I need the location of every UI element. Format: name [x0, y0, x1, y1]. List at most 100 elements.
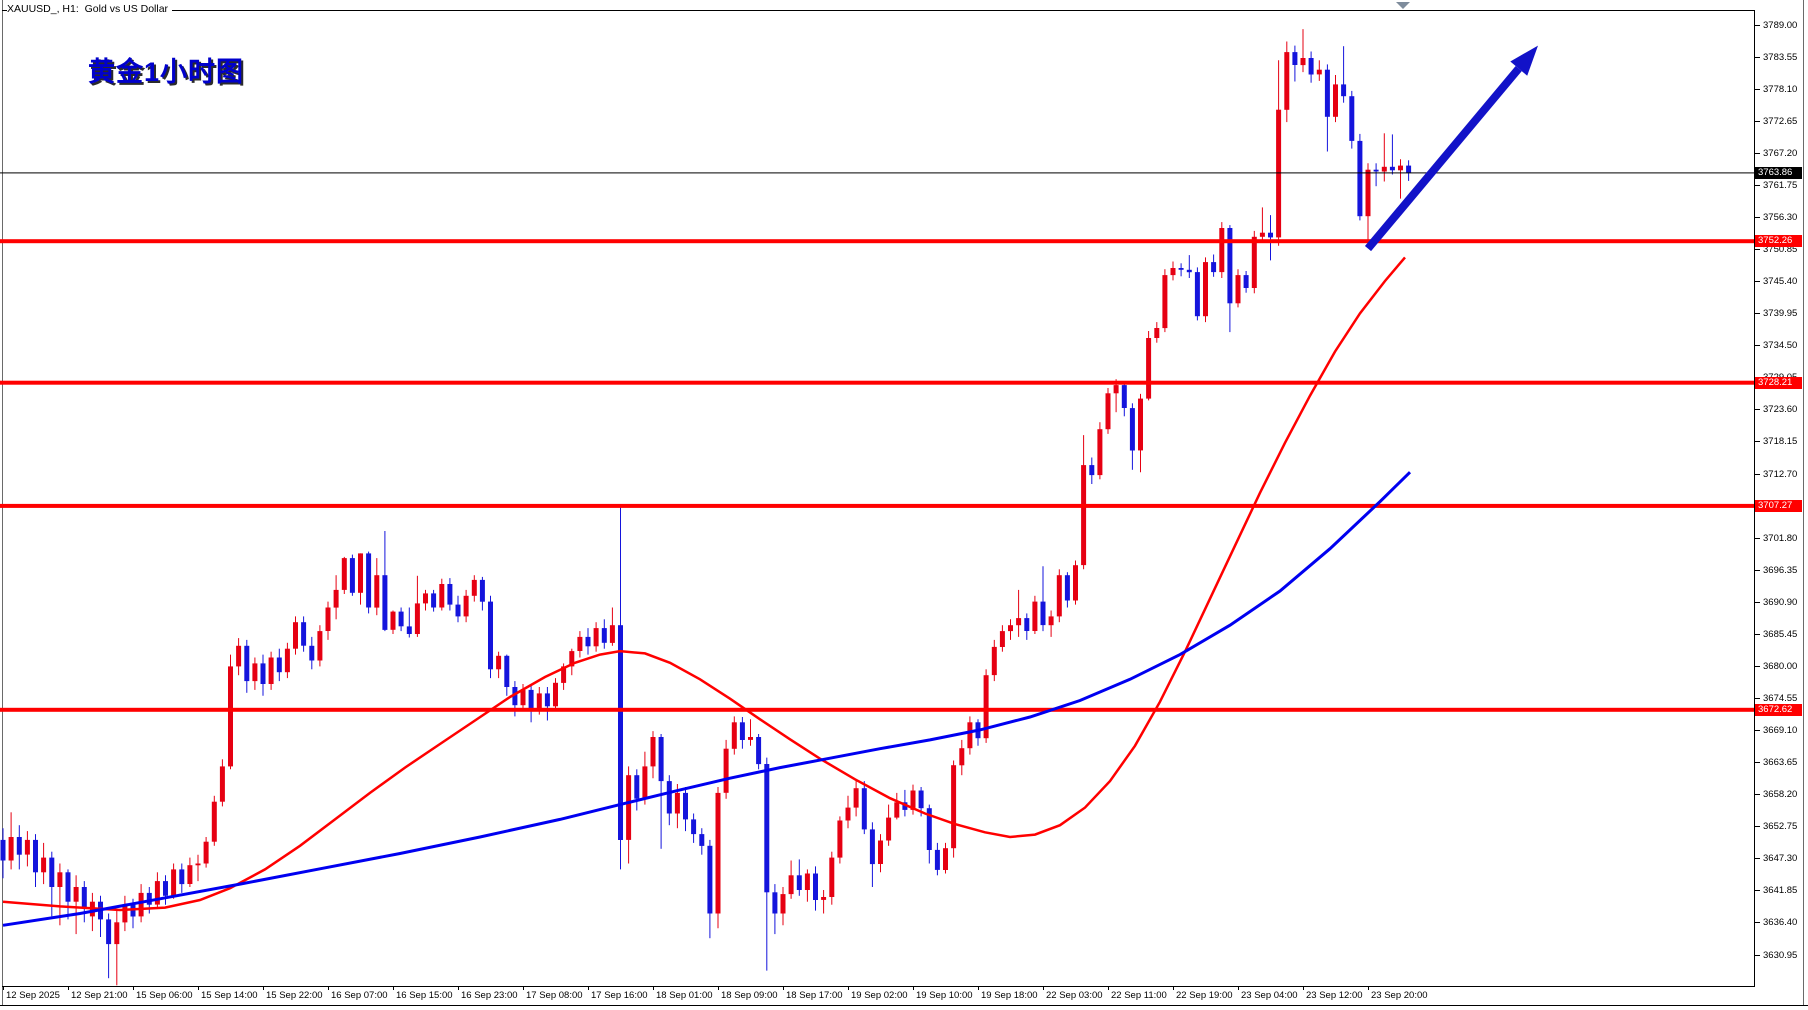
candle-body	[195, 863, 201, 866]
candle-body	[423, 593, 428, 604]
candle-body	[1121, 385, 1127, 408]
end-of-data-marker-icon	[1396, 2, 1410, 9]
candle-body	[1048, 616, 1054, 626]
time-axis-label: 15 Sep 14:00	[201, 990, 258, 1001]
time-axis-label: 16 Sep 07:00	[331, 990, 388, 1001]
candle-body	[65, 872, 71, 902]
time-axis-tick	[68, 986, 69, 990]
candle-body	[593, 628, 599, 647]
candle-body	[1357, 140, 1363, 217]
candle-body	[1381, 166, 1387, 172]
window-bottom-border	[0, 1005, 1808, 1006]
candle-body	[431, 593, 437, 608]
candle-body	[366, 553, 372, 608]
candle-body	[219, 766, 225, 802]
candle-body	[1324, 69, 1330, 117]
candle-body	[203, 841, 209, 864]
candle-body	[723, 748, 729, 793]
price-axis-label: 3701.80	[1763, 532, 1798, 544]
time-axis-label: 15 Sep 22:00	[266, 990, 323, 1001]
candle-body	[122, 904, 128, 923]
time-axis-label: 22 Sep 11:00	[1111, 990, 1167, 1001]
candle-body	[114, 922, 120, 945]
candle-body	[520, 689, 526, 706]
candle-body	[187, 865, 193, 884]
price-axis-label: 3696.35	[1763, 564, 1798, 576]
time-axis-label: 18 Sep 09:00	[721, 990, 778, 1001]
candle-body	[0, 839, 6, 861]
candle-body	[910, 790, 916, 810]
price-axis-label: 3669.10	[1763, 725, 1798, 736]
candle-body	[951, 765, 957, 849]
price-axis-tick	[1754, 665, 1760, 667]
price-axis-label: 3647.30	[1763, 853, 1798, 865]
price-axis-label: 3783.55	[1763, 51, 1798, 63]
candle-body	[707, 845, 713, 914]
candle-body	[406, 626, 412, 634]
price-axis-tick	[1754, 152, 1760, 154]
candle-body	[317, 631, 323, 661]
candle-body	[577, 636, 583, 651]
price-axis-label: 3723.60	[1763, 404, 1798, 416]
time-axis-label: 23 Sep 04:00	[1241, 990, 1298, 1001]
time-axis-label: 17 Sep 08:00	[526, 990, 583, 1001]
support-resistance-line[interactable]	[0, 380, 1754, 385]
ma-red-fast-line	[2, 256, 1406, 912]
candle-body	[959, 748, 965, 766]
time-axis-label: 12 Sep 21:00	[71, 990, 128, 1001]
candle-body	[1081, 465, 1087, 566]
candle-body	[57, 872, 63, 887]
price-axis-tick	[1754, 249, 1760, 250]
time-axis-tick	[133, 986, 134, 990]
time-axis-tick	[263, 986, 264, 990]
candle-body	[1186, 269, 1192, 273]
price-axis-tick	[1754, 826, 1760, 828]
candle-body	[683, 792, 688, 820]
candle-body	[561, 666, 567, 683]
price-axis-tick	[1754, 890, 1760, 892]
candle-body	[748, 737, 753, 740]
candle-body	[138, 892, 144, 917]
candle-body	[146, 892, 152, 905]
price-axis-label: 3674.55	[1763, 692, 1798, 704]
candle-body	[1016, 618, 1022, 626]
time-axis-label: 19 Sep 02:00	[851, 990, 908, 1001]
support-resistance-line[interactable]	[0, 503, 1754, 508]
candle-body	[1129, 408, 1135, 451]
candle-body	[878, 840, 883, 864]
time-axis-label: 23 Sep 20:00	[1371, 990, 1428, 1001]
candle-body	[73, 887, 79, 902]
price-axis[interactable]: 3789.00 3783.55 3778.10 3772.65 3767.20 3761.…	[1754, 0, 1803, 986]
chinese-annotation-label[interactable]: 黄金1小时图	[88, 57, 245, 87]
price-axis-label: 3636.40	[1763, 917, 1798, 929]
candle-body	[772, 892, 778, 914]
candle-body	[658, 737, 664, 782]
candle-body	[1073, 565, 1078, 601]
candle-body	[1333, 84, 1338, 117]
current-price-badge: 3763.86	[1755, 166, 1802, 179]
time-axis-tick	[588, 986, 589, 990]
time-axis-tick	[1303, 986, 1304, 990]
candle-body	[1398, 165, 1403, 171]
price-axis-tick	[1754, 794, 1760, 796]
candle-body	[1154, 328, 1160, 338]
candle-body	[488, 601, 493, 670]
price-axis-label: 3789.00	[1763, 19, 1798, 31]
support-resistance-line[interactable]	[0, 707, 1754, 712]
price-axis-label: 3630.95	[1763, 949, 1798, 961]
candle-body	[1284, 52, 1290, 110]
time-axis[interactable]: 12 Sep 2025 12 Sep 21:00 15 Sep 06:00 15 Se…	[0, 986, 1754, 1005]
chart-canvas[interactable]	[0, 0, 1754, 986]
candle-body	[1251, 236, 1257, 288]
candle-body	[154, 881, 160, 905]
candle-body	[821, 897, 827, 900]
candle-body	[894, 802, 900, 818]
candle-body	[634, 775, 640, 799]
candle-body	[179, 869, 185, 885]
candle-body	[983, 675, 989, 739]
price-axis-label: 3734.50	[1763, 340, 1798, 352]
plot-bottom-border	[2, 986, 1755, 987]
price-axis-tick	[1754, 281, 1760, 282]
support-resistance-line[interactable]	[0, 239, 1754, 244]
trend-arrow[interactable]	[1364, 45, 1538, 252]
